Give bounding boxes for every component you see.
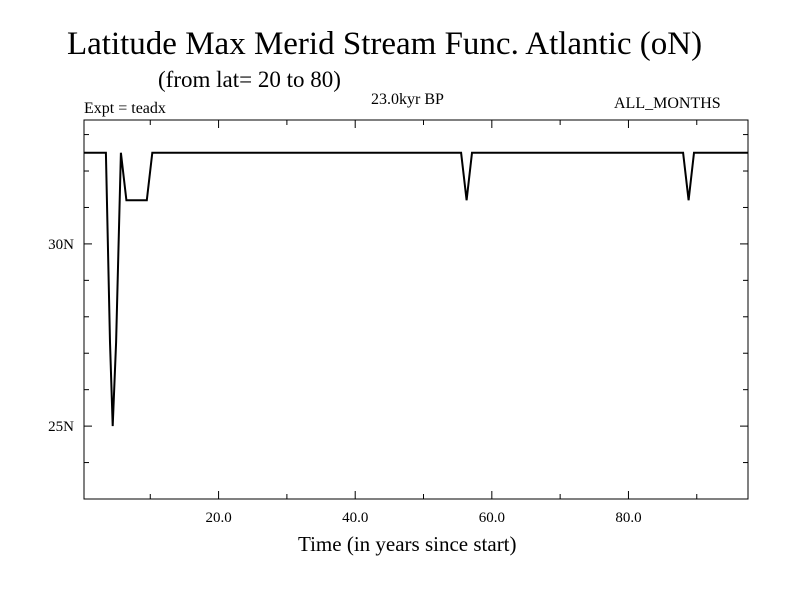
y-tick-label: 30N — [48, 237, 74, 253]
months-label: ALL_MONTHS — [614, 95, 721, 112]
chart-subtitle: (from lat= 20 to 80) — [158, 67, 341, 92]
x-tick-label: 60.0 — [479, 510, 505, 526]
series-line — [84, 151, 748, 427]
x-axis-label: Time (in years since start) — [298, 532, 517, 556]
series-group — [84, 151, 748, 427]
axis-ticks: 20.0 40.0 60.0 80.0 25N 30N — [48, 120, 748, 526]
period-label: 23.0kyr BP — [371, 91, 444, 108]
y-tick-label: 25N — [48, 419, 74, 435]
x-tick-label: 80.0 — [615, 510, 641, 526]
x-tick-label: 40.0 — [342, 510, 368, 526]
x-tick-label: 20.0 — [205, 510, 231, 526]
chart-title: Latitude Max Merid Stream Func. Atlantic… — [67, 26, 703, 62]
experiment-label: Expt = teadx — [84, 100, 166, 117]
plot-frame — [83, 119, 749, 500]
